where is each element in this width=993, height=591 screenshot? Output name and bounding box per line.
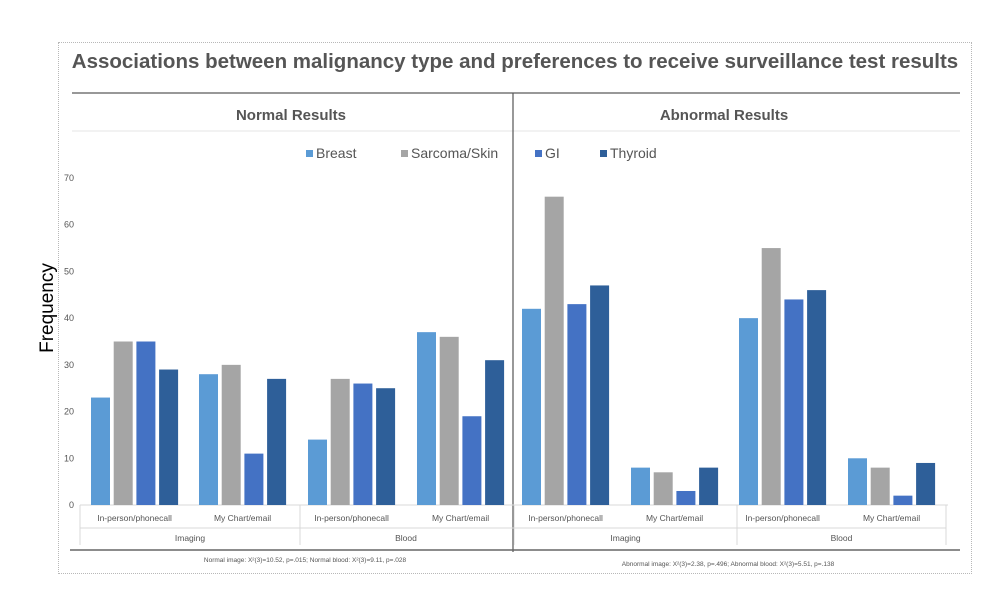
bar-thyroid [159,369,179,505]
bar-sarcoma-skin [870,467,890,505]
group-label: Blood [831,533,853,543]
y-tick-label: 30 [64,360,74,370]
legend-swatch [600,150,607,157]
bar-breast [417,332,436,505]
bar-gi [244,453,264,505]
bar-thyroid [267,378,287,505]
legend-label: Sarcoma/Skin [411,145,498,161]
bar-breast [522,308,541,505]
y-tick-label: 70 [64,173,74,183]
legend-swatch [535,150,542,157]
bar-thyroid [376,388,396,505]
bar-sarcoma-skin [330,378,350,505]
normal-stats-text: Normal image: X²(3)=10.52, p=.015; Norma… [204,557,407,564]
y-tick-label: 0 [69,500,74,510]
category-label: My Chart/email [432,513,489,523]
bar-gi [567,304,587,505]
legend-swatch [306,150,313,157]
bar-breast [91,397,110,505]
bar-gi [676,490,696,505]
category-label: My Chart/email [863,513,920,523]
bar-gi [462,416,482,505]
bar-breast [739,318,758,505]
y-tick-label: 40 [64,313,74,323]
bar-gi [893,495,913,505]
bar-gi [353,383,373,505]
category-label: In-person/phonecall [97,513,172,523]
y-tick-label: 60 [64,220,74,230]
bar-breast [308,439,327,505]
category-label: In-person/phonecall [528,513,603,523]
y-tick-label: 20 [64,407,74,417]
panel-title: Normal Results [236,107,346,124]
bar-thyroid [699,467,719,505]
chart-frame [58,42,972,574]
y-tick-label: 50 [64,266,74,276]
chart-title: Associations between malignancy type and… [71,50,959,73]
group-label: Blood [395,533,417,543]
bar-breast [848,458,867,505]
bar-gi [136,341,156,505]
bar-thyroid [916,462,936,505]
bar-thyroid [485,360,505,505]
abnormal-stats-text: Abnormal image: X²(3)=2.38, p=.496; Abno… [622,561,835,568]
category-label: My Chart/email [646,513,703,523]
panel-title: Abnormal Results [660,107,788,124]
bar-sarcoma-skin [653,472,673,505]
y-tick-label: 10 [64,453,74,463]
legend-swatch [401,150,408,157]
bar-breast [631,467,650,505]
group-label: Imaging [610,533,641,543]
bar-gi [784,299,804,505]
category-label: In-person/phonecall [745,513,820,523]
group-label: Imaging [175,533,206,543]
legend-label: Thyroid [610,145,657,161]
bar-sarcoma-skin [439,336,459,505]
bar-thyroid [590,285,610,505]
category-label: In-person/phonecall [314,513,389,523]
bar-sarcoma-skin [761,248,781,506]
legend-label: Breast [316,145,357,161]
bar-sarcoma-skin [221,364,241,505]
bar-sarcoma-skin [544,196,564,505]
legend-label: GI [545,145,560,161]
bar-breast [199,374,218,505]
category-label: My Chart/email [214,513,271,523]
bar-thyroid [807,290,827,505]
bar-sarcoma-skin [113,341,133,505]
